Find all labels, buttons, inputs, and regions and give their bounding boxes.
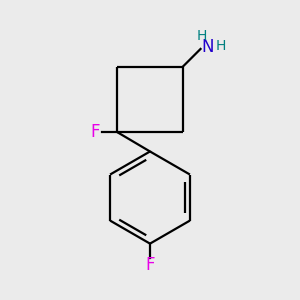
Text: F: F [90, 123, 100, 141]
Text: N: N [202, 38, 214, 56]
Text: H: H [215, 39, 226, 53]
Text: H: H [196, 28, 207, 43]
Text: F: F [145, 256, 155, 274]
